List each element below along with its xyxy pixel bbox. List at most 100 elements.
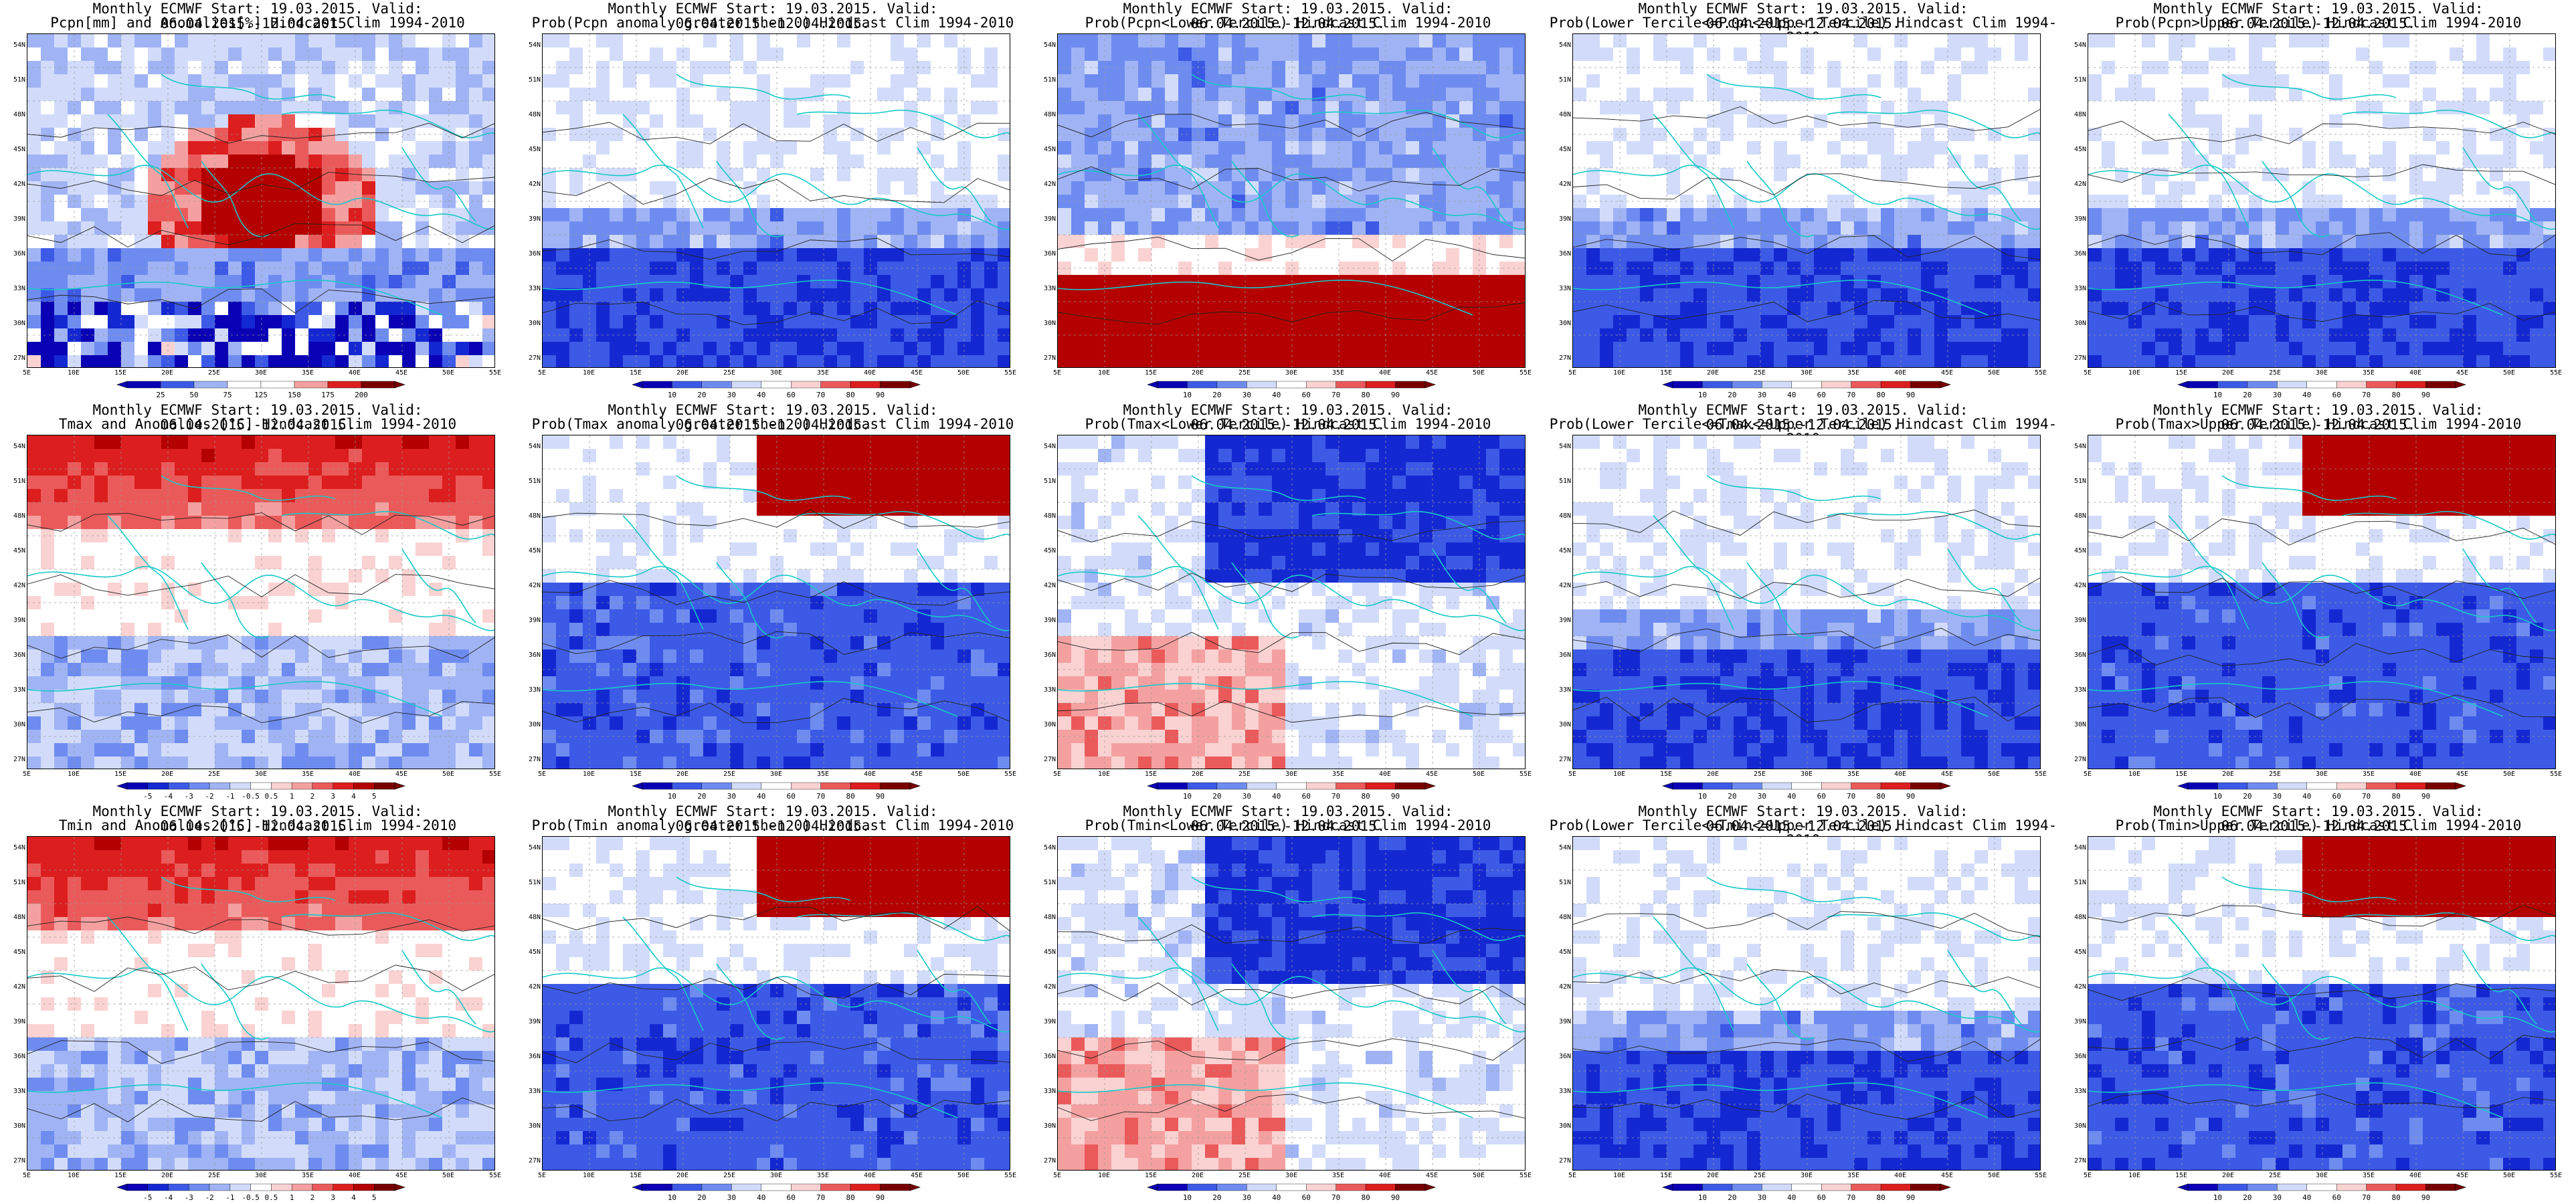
panel-title-line1: Monthly ECMWF Start: 19.03.2015. Valid: … [1638,402,1968,433]
color-bar-label: 80 [1361,1193,1370,1202]
longitude-tick-label: 35E [1847,369,1860,377]
latitude-tick-label: 54N [13,41,25,49]
latitude-tick-label: 33N [528,285,541,292]
color-bar-label: 80 [2391,391,2401,399]
latitude-tick-label: 30N [2074,1122,2086,1130]
longitude-tick-label: 25E [1753,771,1766,778]
longitude-tick-label: 10E [2128,771,2141,778]
latitude-tick-label: 48N [13,111,25,118]
longitude-tick-label: 50E [957,369,970,377]
latitude-tick-label: 36N [13,651,25,659]
latitude-tick-label: 30N [13,320,25,327]
longitude-tick-label: 20E [161,1172,174,1179]
color-bar [116,782,405,790]
latitude-tick-label: 54N [1558,844,1571,851]
latitude-tick-label: 30N [1043,1122,1056,1130]
map-panel: Monthly ECMWF Start: 19.03.2015. Valid: … [0,0,515,401]
longitude-tick-label: 10E [582,369,595,377]
latitude-tick-label: 51N [2074,879,2086,886]
color-bar [1147,381,1436,389]
longitude-tick-label: 30E [2315,1172,2328,1179]
longitude-tick-label: 5E [1568,771,1577,778]
latitude-tick-label: 27N [528,355,541,362]
longitude-tick-label: 30E [1800,369,1813,377]
longitude-tick-label: 50E [1987,771,2001,778]
longitude-tick-label: 30E [1800,771,1813,778]
longitude-tick-label: 20E [161,771,174,778]
color-bar-label: 80 [2391,1193,2401,1202]
color-bar-label: 3 [331,792,335,801]
map-panel: Monthly ECMWF Start: 19.03.2015. Valid: … [515,0,1030,401]
panel-title-line2: Pcpn[mm] and Anomalies[%] Hindcast Clim … [50,15,465,31]
color-bar-label: 60 [1301,1193,1311,1202]
latitude-tick-label: 45N [1558,146,1571,153]
panel-title-line1: Monthly ECMWF Start: 19.03.2015. Valid: … [608,1,938,31]
latitude-tick-label: 45N [1558,948,1571,956]
color-bar [2177,1183,2466,1191]
latitude-tick-label: 54N [1043,41,1056,49]
color-bar-label: 80 [1361,792,1370,801]
longitude-tick-label: 20E [1191,1172,1204,1179]
longitude-tick-label: 50E [1472,771,1485,778]
color-bar-label: 40 [2302,1193,2312,1202]
longitude-tick-label: 25E [2268,1172,2282,1179]
color-bar-label: 5 [371,792,377,801]
color-bar-label: 10 [1182,1193,1192,1202]
map-panel: Monthly ECMWF Start: 19.03.2015. Valid: … [1030,401,1546,803]
panel-title-line1: Monthly ECMWF Start: 19.03.2015. Valid: … [608,803,938,834]
longitude-tick-label: 15E [629,369,642,377]
longitude-tick-label: 40E [1894,1172,1907,1179]
color-bar-label: 10 [2213,792,2223,801]
longitude-tick-label: 10E [2128,1172,2141,1179]
longitude-tick-label: 45E [1425,771,1439,778]
latitude-tick-label: 42N [528,582,541,589]
color-bar-label: 20 [1728,792,1737,801]
longitude-tick-label: 45E [910,369,923,377]
latitude-tick-label: 51N [528,879,541,886]
latitude-tick-label: 33N [13,1088,25,1095]
longitude-tick-label: 10E [1613,771,1626,778]
longitude-tick-label: 20E [676,369,689,377]
color-bar-label: 60 [2332,792,2341,801]
longitude-tick-label: 30E [1285,771,1298,778]
latitude-tick-label: 39N [13,215,25,223]
latitude-tick-label: 39N [1043,617,1056,624]
latitude-tick-label: 45N [2074,948,2086,956]
color-bar-label: 90 [1906,792,1916,801]
latitude-tick-label: 51N [528,76,541,84]
color-bar-label: 20 [2243,1193,2252,1202]
latitude-tick-label: 54N [528,844,541,851]
longitude-tick-label: 45E [1940,1172,1954,1179]
color-bar-label: 80 [1876,1193,1885,1202]
color-bar-label: 90 [1390,1193,1400,1202]
color-bar-label: 60 [1301,792,1311,801]
color-bar [1662,381,1951,389]
panel-title-line1: Monthly ECMWF Start: 19.03.2015. Valid: … [92,1,423,31]
longitude-tick-label: 25E [207,1172,221,1179]
longitude-tick-label: 55E [1519,369,1532,377]
latitude-tick-label: 30N [528,721,541,728]
map-panel: Monthly ECMWF Start: 19.03.2015. Valid: … [1546,0,2061,401]
map-panel: Monthly ECMWF Start: 19.03.2015. Valid: … [2061,401,2576,803]
longitude-tick-label: 25E [1238,369,1251,377]
color-bar [2177,381,2466,389]
longitude-tick-label: 25E [2268,369,2282,377]
longitude-tick-label: 5E [537,771,547,778]
latitude-tick-label: 36N [1043,651,1056,659]
map-panel: Monthly ECMWF Start: 19.03.2015. Valid: … [0,401,515,803]
latitude-tick-label: 27N [1043,756,1056,763]
color-bar-label: 80 [1361,391,1370,399]
forecast-map [1572,836,2041,1171]
panel-title-line1: Monthly ECMWF Start: 19.03.2015. Valid: … [1638,803,1968,834]
longitude-tick-label: 40E [1378,771,1392,778]
longitude-tick-label: 5E [1052,1172,1062,1179]
color-bar-label: 200 [355,391,368,399]
latitude-tick-label: 48N [1558,111,1571,118]
longitude-tick-label: 55E [2034,369,2047,377]
longitude-tick-label: 40E [2409,1172,2422,1179]
color-bar-label: 40 [1272,792,1281,801]
latitude-tick-label: 39N [528,1018,541,1025]
latitude-tick-label: 36N [528,651,541,659]
latitude-tick-label: 54N [1558,443,1571,450]
latitude-tick-label: 54N [13,844,25,851]
